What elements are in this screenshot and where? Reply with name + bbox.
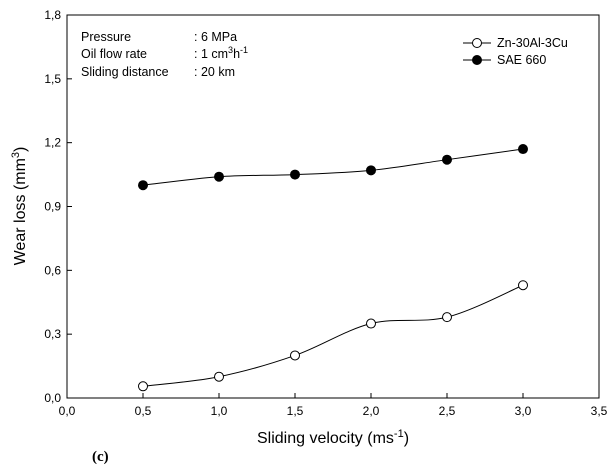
x-tick-label: 1,5	[287, 404, 304, 418]
panel-label: (c)	[92, 449, 109, 465]
x-axis-title: Sliding velocity (ms-1)	[257, 428, 409, 447]
y-tick-label: 1,8	[44, 8, 61, 22]
data-point-sae-660	[138, 180, 148, 191]
x-tick-label: 2,5	[439, 404, 456, 418]
test-conditions-annotation: Pressure : 6 MPa Oil flow rate : 1 cm3h-…	[81, 30, 248, 79]
oil-flow-value: : 1 cm3h-1	[194, 45, 248, 61]
y-tick-label: 1,2	[44, 136, 61, 150]
y-tick-label: 0,0	[44, 391, 61, 405]
y-axis-title: Wear loss (mm3)	[10, 147, 29, 266]
data-point-sae-660	[290, 169, 300, 180]
series-layer	[138, 144, 528, 392]
data-point-zn-30al-3cu	[214, 371, 224, 382]
x-tick-label: 3,5	[591, 404, 608, 418]
series-line-zn-30al-3cu	[142, 284, 524, 387]
data-point-sae-660	[366, 165, 376, 176]
data-point-zn-30al-3cu	[442, 312, 452, 323]
x-tick-label: 1,0	[211, 404, 228, 418]
legend: Zn-30Al-3Cu SAE 660	[463, 36, 568, 67]
pressure-value: : 6 MPa	[194, 30, 237, 44]
data-point-sae-660	[442, 154, 452, 165]
x-tick-label: 0,5	[135, 404, 152, 418]
legend-marker-sae	[472, 55, 482, 65]
data-point-zn-30al-3cu	[366, 318, 376, 329]
x-tick-label: 0,0	[59, 404, 76, 418]
x-tick-label: 2,0	[363, 404, 380, 418]
oil-flow-label: Oil flow rate	[81, 47, 147, 61]
data-point-sae-660	[518, 144, 528, 155]
x-axis-ticks: 0,0 0,5 1,0 1,5 2,0 2,5 3,0 3,5	[59, 393, 608, 418]
y-axis-ticks: 0,0 0,3 0,6 0,9 1,2 1,5 1,8	[44, 8, 72, 405]
data-point-zn-30al-3cu	[518, 280, 528, 291]
legend-label-zn: Zn-30Al-3Cu	[497, 36, 568, 50]
series-line-sae-660	[142, 148, 524, 186]
legend-label-sae: SAE 660	[497, 53, 546, 67]
y-tick-label: 0,9	[44, 200, 61, 214]
data-point-sae-660	[214, 171, 224, 182]
data-point-zn-30al-3cu	[290, 350, 300, 361]
data-point-zn-30al-3cu	[138, 381, 148, 392]
x-tick-label: 3,0	[515, 404, 532, 418]
y-tick-label: 0,6	[44, 263, 61, 277]
distance-label: Sliding distance	[81, 65, 169, 79]
pressure-label: Pressure	[81, 30, 131, 44]
y-tick-label: 1,5	[44, 72, 61, 86]
y-tick-label: 0,3	[44, 327, 61, 341]
legend-marker-zn	[472, 38, 482, 48]
distance-value: : 20 km	[194, 65, 235, 79]
